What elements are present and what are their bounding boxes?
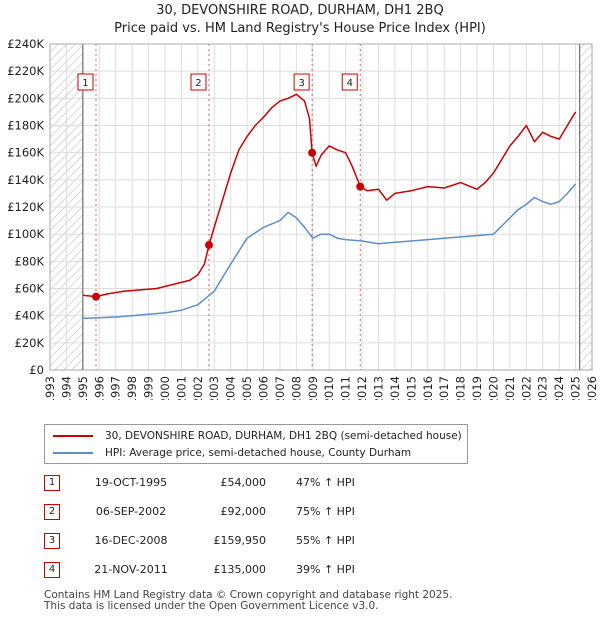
legend-label-price: 30, DEVONSHIRE ROAD, DURHAM, DH1 2BQ (se…	[105, 430, 462, 442]
footer-line1: Contains HM Land Registry data © Crown c…	[44, 589, 453, 601]
x-tick-label: 2004	[224, 376, 238, 400]
sale-2-point	[204, 241, 213, 250]
price-paid-line	[82, 93, 577, 298]
sale-date: 21-NOV-2011	[94, 563, 168, 576]
x-tick-label: 2013	[371, 376, 385, 400]
y-tick-label: £80K	[15, 254, 45, 268]
legend-item-hpi: HPI: Average price, semi-detached house,…	[53, 445, 411, 461]
x-tick-label: 2009	[306, 376, 320, 400]
chart-title: 30, DEVONSHIRE ROAD, DURHAM, DH1 2BQ Pri…	[0, 2, 600, 38]
y-tick-label: £240K	[7, 37, 44, 51]
sale-2-badge-label: 2	[195, 78, 201, 89]
x-tick-label: 2014	[388, 376, 402, 400]
y-tick-label: £120K	[7, 200, 44, 214]
x-tick-label: 1996	[92, 376, 106, 400]
x-tick-label: 2002	[191, 376, 205, 400]
legend-label-hpi: HPI: Average price, semi-detached house,…	[105, 447, 412, 459]
legend-swatch-hpi	[53, 452, 93, 454]
x-tick-label: 2022	[519, 376, 533, 400]
y-tick-label: £220K	[7, 64, 44, 78]
sale-1-badge-label: 1	[82, 78, 88, 89]
sale-3-badge-box	[293, 73, 310, 91]
x-tick-label: 2025	[569, 376, 583, 400]
sale-2-badge-box	[190, 73, 207, 91]
y-tick-label: £40K	[15, 309, 45, 323]
sale-hpi-change: 55% ↑ HPI	[296, 534, 355, 547]
chart-legend: 30, DEVONSHIRE ROAD, DURHAM, DH1 2BQ (se…	[44, 424, 468, 464]
x-tick-label: 2005	[240, 376, 254, 400]
x-tick-label: 2007	[273, 376, 287, 400]
x-tick-label: 2019	[470, 376, 484, 400]
sale-date: 19-OCT-1995	[94, 476, 168, 489]
sale-date: 06-SEP-2002	[95, 505, 167, 518]
sale-hpi-change: 39% ↑ HPI	[296, 563, 355, 576]
sale-date: 16-DEC-2008	[94, 534, 168, 547]
x-tick-label: 2003	[207, 376, 221, 400]
sale-row: 2 06-SEP-2002 £92,000 75% ↑ HPI	[44, 501, 444, 530]
y-tick-label: £180K	[7, 119, 44, 133]
sales-table: 1 19-OCT-1995 £54,000 47% ↑ HPI 2 06-SEP…	[44, 472, 444, 588]
hpi-line	[82, 183, 577, 320]
y-tick-label: £100K	[7, 227, 44, 241]
sale-hpi-change: 75% ↑ HPI	[296, 505, 355, 518]
x-tick-label: 2024	[552, 376, 566, 400]
y-tick-label: £200K	[7, 91, 44, 105]
sale-4-point	[356, 182, 365, 191]
x-tick-label: 1994	[59, 376, 73, 400]
x-tick-label: 2006	[257, 376, 271, 400]
sale-3-point	[308, 148, 317, 157]
x-tick-label: 2017	[437, 376, 451, 400]
x-tick-label: 2010	[322, 376, 336, 400]
chart-title-line2: Price paid vs. HM Land Registry's House …	[114, 21, 486, 36]
y-tick-label: £140K	[7, 173, 44, 187]
sale-number-badge: 1	[44, 475, 60, 491]
sale-1-point	[91, 292, 100, 301]
x-tick-label: 2018	[454, 376, 468, 400]
x-tick-label: 2012	[355, 376, 369, 400]
x-tick-label: 2026	[585, 376, 599, 400]
x-tick-label: 1999	[142, 376, 156, 400]
x-tick-label: 1993	[43, 376, 57, 400]
x-tick-label: 1997	[109, 376, 123, 400]
plot-border	[49, 43, 593, 371]
x-tick-label: 1995	[76, 376, 90, 400]
copyright-footer: Contains HM Land Registry data © Crown c…	[44, 590, 452, 612]
x-tick-label: 2011	[339, 376, 353, 400]
legend-item-price: 30, DEVONSHIRE ROAD, DURHAM, DH1 2BQ (se…	[53, 428, 462, 444]
legend-swatch-price	[53, 435, 93, 437]
chart-title-line1: 30, DEVONSHIRE ROAD, DURHAM, DH1 2BQ	[156, 3, 444, 18]
x-tick-label: 2008	[289, 376, 303, 400]
sale-4-badge-label: 4	[347, 78, 353, 89]
x-tick-label: 2016	[421, 376, 435, 400]
sale-row: 1 19-OCT-1995 £54,000 47% ↑ HPI	[44, 472, 444, 501]
x-tick-label: 2001	[174, 376, 188, 400]
y-tick-label: £60K	[15, 282, 45, 296]
price-chart: 1 2 3 4 £0 £20K £40K £60K £80K £100K £120K £140K £1…	[7, 37, 599, 400]
x-tick-label: 1998	[125, 376, 139, 400]
y-tick-label: £0	[29, 363, 44, 377]
footer-line2: This data is licensed under the Open Gov…	[44, 600, 379, 612]
x-tick-label: 2021	[503, 376, 517, 400]
y-tick-label: £20K	[15, 336, 45, 350]
x-tick-label: 2015	[404, 376, 418, 400]
sale-1-badge-box	[77, 73, 94, 91]
sale-3-badge-label: 3	[298, 78, 304, 89]
sale-price: £135,000	[213, 563, 267, 576]
x-tick-label: 2000	[158, 376, 172, 400]
y-tick-label: £160K	[7, 146, 44, 160]
sale-4-badge-box	[341, 73, 358, 91]
sale-hpi-change: 47% ↑ HPI	[296, 476, 355, 489]
sale-number-badge: 3	[44, 533, 60, 549]
sale-number-badge: 2	[44, 504, 60, 520]
sale-row: 4 21-NOV-2011 £135,000 39% ↑ HPI	[44, 559, 444, 588]
sale-price: £92,000	[220, 505, 267, 518]
sale-price: £54,000	[220, 476, 267, 489]
sale-price: £159,950	[213, 534, 267, 547]
x-tick-label: 2023	[536, 376, 550, 400]
x-tick-label: 2020	[486, 376, 500, 400]
sale-row: 3 16-DEC-2008 £159,950 55% ↑ HPI	[44, 530, 444, 559]
sale-number-badge: 4	[44, 562, 60, 578]
